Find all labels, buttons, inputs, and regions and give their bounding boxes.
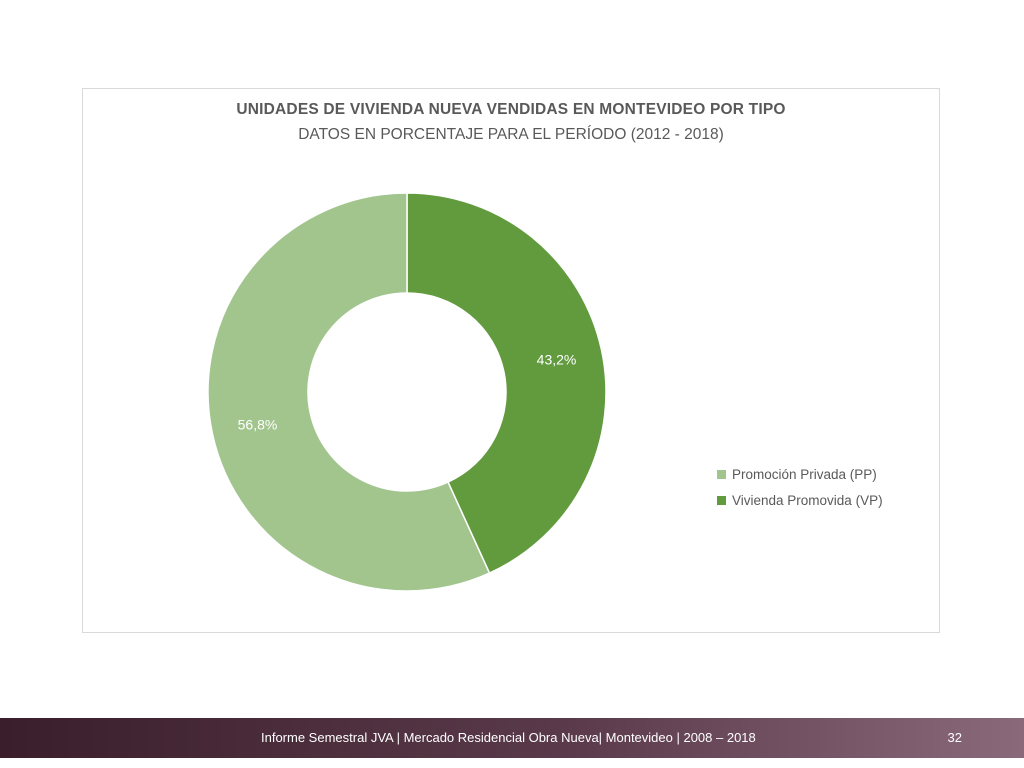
- legend-swatch-vp: [717, 495, 726, 505]
- donut-slice-vp: [406, 192, 607, 575]
- footer-text: Informe Semestral JVA | Mercado Residenc…: [261, 730, 756, 745]
- chart-title: UNIDADES DE VIVIENDA NUEVA VENDIDAS EN M…: [236, 101, 786, 118]
- legend-item-vp: Vivienda Promovida (VP): [717, 487, 883, 513]
- chart-frame: UNIDADES DE VIVIENDA NUEVA VENDIDAS EN M…: [82, 88, 940, 633]
- donut-chart: 43,2% 56,8%: [207, 192, 607, 592]
- legend-item-pp: Promoción Privada (PP): [717, 461, 883, 487]
- legend-swatch-pp: [717, 469, 726, 479]
- donut-slice-pp: [207, 192, 491, 592]
- data-label-vp: 43,2%: [537, 352, 577, 368]
- page-number: 32: [947, 730, 962, 745]
- data-label-pp: 56,8%: [238, 416, 278, 432]
- footer-bar: Informe Semestral JVA | Mercado Residenc…: [0, 718, 1024, 758]
- legend-label-pp: Promoción Privada (PP): [732, 466, 877, 482]
- chart-subtitle: DATOS EN PORCENTAJE PARA EL PERÍODO (201…: [298, 126, 724, 143]
- chart-legend: Promoción Privada (PP) Vivienda Promovid…: [717, 461, 883, 513]
- legend-label-vp: Vivienda Promovida (VP): [732, 492, 883, 508]
